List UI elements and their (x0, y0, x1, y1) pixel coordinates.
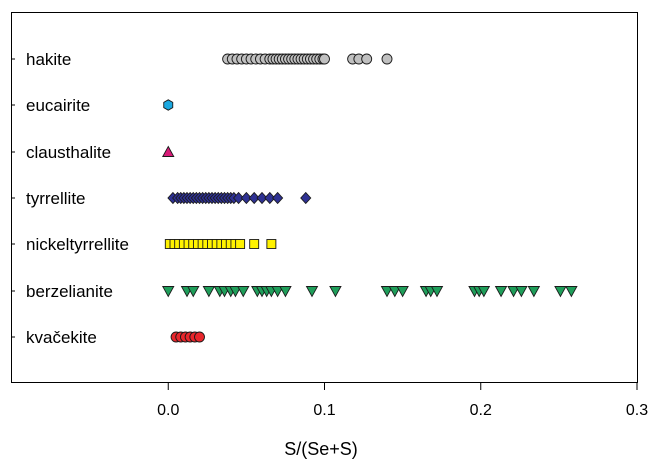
point-hakite (319, 53, 330, 65)
x-tick-label: 0.2 (470, 402, 492, 419)
point-tyrrellite (272, 191, 284, 205)
point-berzelianite (161, 286, 175, 298)
category-labels: hakite eucairite clausthalite tyrrellite nic… (11, 50, 129, 347)
point-berzelianite (271, 286, 284, 298)
category-label-hakite: hakite (26, 50, 71, 69)
point-tyrrellite (256, 191, 268, 205)
point-eucairite (163, 99, 174, 111)
point-nickeltyrrellite (235, 239, 246, 249)
point-berzelianite (477, 286, 491, 298)
point-berzelianite (305, 286, 319, 298)
point-berzelianite (229, 286, 242, 298)
plot-frame (11, 12, 638, 383)
point-berzelianite (565, 286, 578, 298)
point-tyrrellite (248, 191, 260, 205)
point-nickeltyrrellite (249, 239, 260, 249)
point-berzelianite (396, 286, 409, 298)
point-berzelianite (554, 286, 567, 298)
category-label-tyrrellite: tyrrellite (26, 189, 86, 208)
category-label-kvacekite: kvačekite (26, 328, 97, 347)
point-berzelianite (279, 286, 292, 298)
category-label-nickeltyrrellite: nickeltyrrellite (26, 235, 129, 254)
category-label-clausthalite: clausthalite (26, 143, 111, 162)
x-tick-label: 0.1 (313, 402, 335, 419)
point-berzelianite (329, 286, 342, 298)
x-tick-label: 0.0 (157, 402, 179, 419)
point-tyrrellite (232, 191, 245, 205)
point-berzelianite (507, 286, 520, 298)
point-berzelianite (186, 286, 200, 298)
category-label-eucairite: eucairite (26, 96, 90, 115)
point-nickeltyrrellite (266, 239, 277, 249)
point-tyrrellite (300, 191, 312, 205)
point-berzelianite (494, 286, 508, 298)
data-points (161, 53, 578, 343)
point-berzelianite (380, 286, 394, 298)
point-tyrrellite (264, 191, 276, 205)
point-berzelianite (388, 286, 402, 298)
point-clausthalite (161, 145, 175, 157)
x-axis-title: S/(Se+S) (284, 439, 358, 459)
category-label-berzelianite: berzelianite (26, 282, 113, 301)
point-berzelianite (202, 286, 216, 298)
x-tick-label: 0.3 (626, 402, 648, 419)
x-axis-ticks: 0.0 0.1 0.2 0.3 (157, 382, 648, 419)
point-hakite (381, 53, 393, 65)
point-kvacekite (194, 331, 205, 343)
point-berzelianite (515, 286, 528, 298)
point-berzelianite (236, 286, 250, 298)
point-berzelianite (527, 286, 541, 298)
point-tyrrellite (240, 191, 252, 205)
point-hakite (361, 53, 373, 65)
point-berzelianite (430, 286, 444, 298)
